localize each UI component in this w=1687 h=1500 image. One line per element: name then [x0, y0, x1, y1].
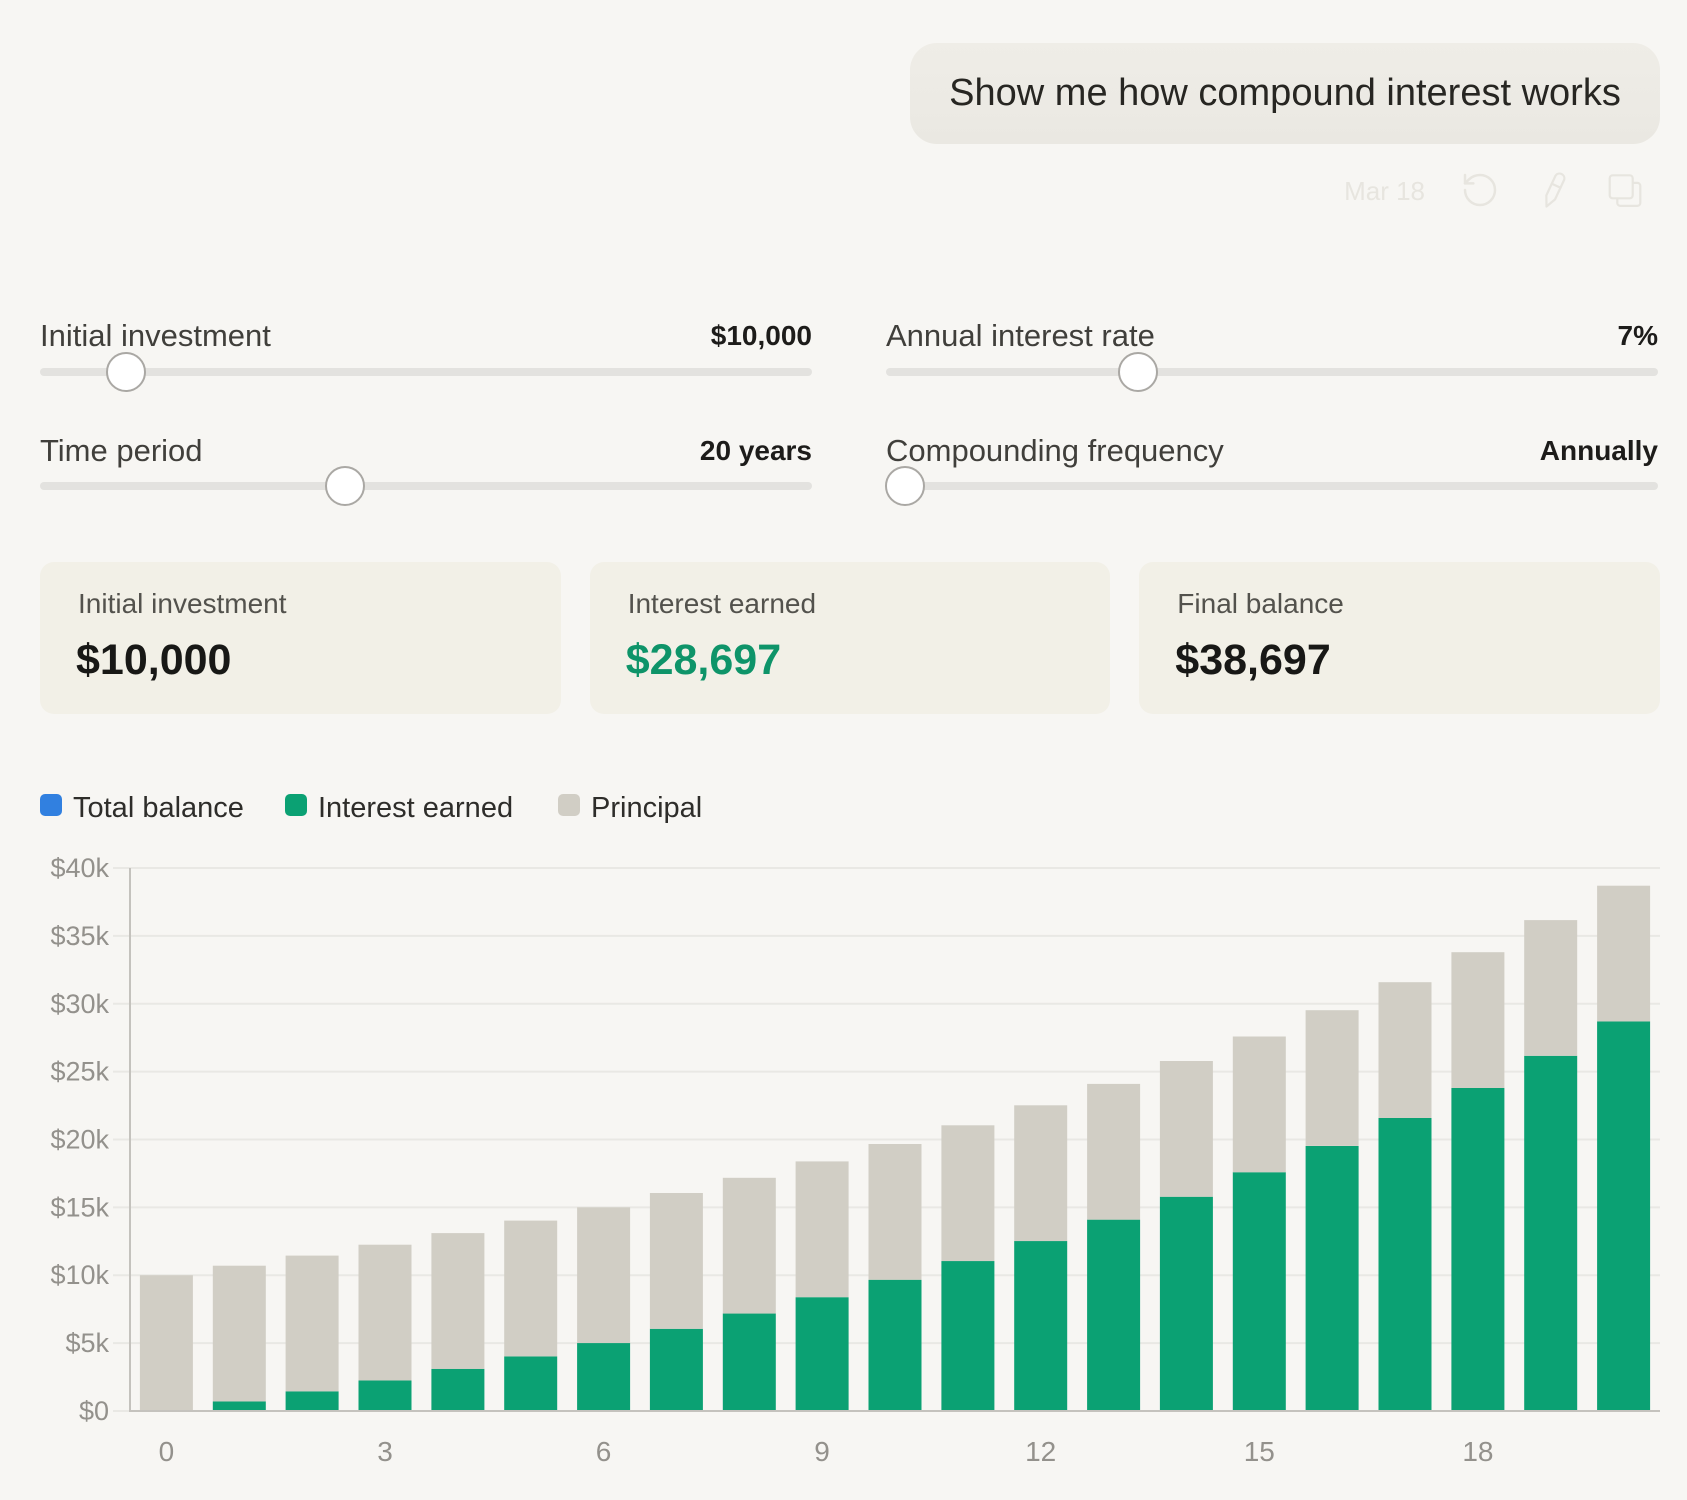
svg-text:$30k: $30k	[50, 989, 109, 1019]
svg-text:$20k: $20k	[50, 1125, 109, 1155]
svg-text:6: 6	[596, 1436, 612, 1467]
svg-text:18: 18	[1462, 1436, 1493, 1467]
svg-text:$15k: $15k	[50, 1192, 109, 1222]
svg-text:$5k: $5k	[65, 1328, 109, 1358]
svg-text:$10k: $10k	[50, 1260, 109, 1290]
svg-text:$40k: $40k	[50, 853, 109, 883]
svg-text:0: 0	[159, 1436, 175, 1467]
svg-text:12: 12	[1025, 1436, 1056, 1467]
svg-text:15: 15	[1244, 1436, 1275, 1467]
svg-text:3: 3	[377, 1436, 393, 1467]
svg-text:$25k: $25k	[50, 1057, 109, 1087]
svg-text:9: 9	[814, 1436, 830, 1467]
svg-text:$0: $0	[79, 1396, 109, 1426]
svg-text:$35k: $35k	[50, 921, 109, 951]
